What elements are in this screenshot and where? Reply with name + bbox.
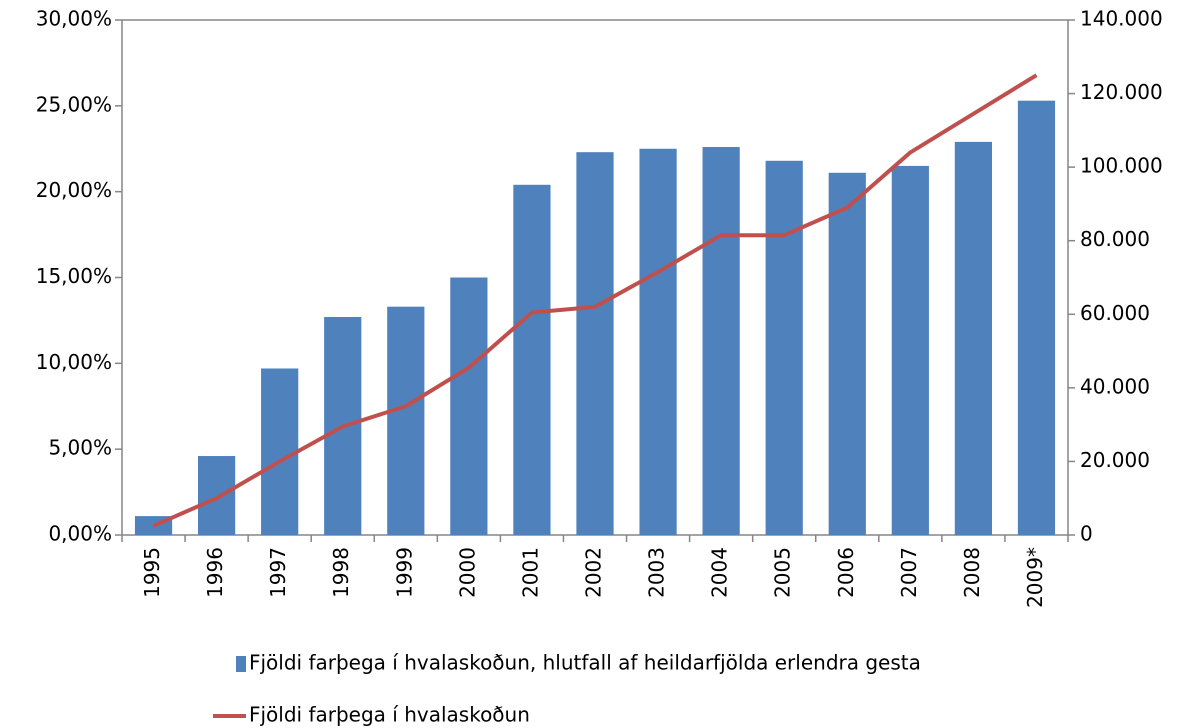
y2-tick-label: 140.000 <box>1080 7 1163 31</box>
x-tick-label: 2001 <box>518 547 542 598</box>
x-tick-label: 1997 <box>266 547 290 598</box>
x-tick-label: 2000 <box>455 547 479 598</box>
x-tick-label: 1995 <box>140 547 164 598</box>
bar <box>891 165 929 535</box>
bar <box>261 368 299 535</box>
x-tick-label: 1998 <box>329 547 353 598</box>
y2-tick-label: 100.000 <box>1080 154 1163 178</box>
x-tick-label: 1999 <box>392 547 416 598</box>
y-tick-label: 0,00% <box>48 522 112 546</box>
x-tick-label: 1996 <box>203 547 227 598</box>
y2-tick-label: 20.000 <box>1080 448 1150 472</box>
bar <box>576 152 614 535</box>
bar <box>197 456 236 535</box>
legend-swatch <box>236 656 246 672</box>
y2-tick-label: 120.000 <box>1080 80 1163 104</box>
y-tick-label: 10,00% <box>36 350 112 374</box>
y-tick-label: 20,00% <box>36 178 112 202</box>
x-tick-label: 2002 <box>582 547 606 598</box>
bar <box>513 184 551 536</box>
legend-label: Fjöldi farþega í hvalaskoðun, hlutfall a… <box>249 651 921 675</box>
y2-tick-label: 0 <box>1080 522 1093 546</box>
bar <box>450 277 488 535</box>
y2-tick-label: 40.000 <box>1080 374 1150 398</box>
bar <box>828 172 866 536</box>
bar <box>1017 100 1056 535</box>
bar <box>639 148 677 535</box>
y-tick-label: 25,00% <box>36 92 112 116</box>
y2-tick-label: 80.000 <box>1080 227 1150 251</box>
bar <box>702 147 740 536</box>
x-tick-label: 2009* <box>1023 547 1047 608</box>
y-tick-label: 15,00% <box>36 264 112 288</box>
x-tick-label: 2008 <box>960 547 984 598</box>
x-tick-label: 2004 <box>708 547 732 598</box>
x-tick-label: 2005 <box>771 547 795 598</box>
bar <box>954 141 993 535</box>
y-tick-label: 5,00% <box>48 436 112 460</box>
y2-tick-label: 60.000 <box>1080 301 1150 325</box>
x-tick-label: 2003 <box>645 547 669 598</box>
y-tick-label: 30,00% <box>36 7 112 31</box>
bar <box>387 306 425 535</box>
line <box>152 73 1038 528</box>
x-tick-label: 2007 <box>897 547 921 598</box>
legend-label: Fjöldi farþega í hvalaskoðun <box>249 703 530 727</box>
x-tick-label: 2006 <box>834 547 858 598</box>
bar <box>765 160 803 535</box>
